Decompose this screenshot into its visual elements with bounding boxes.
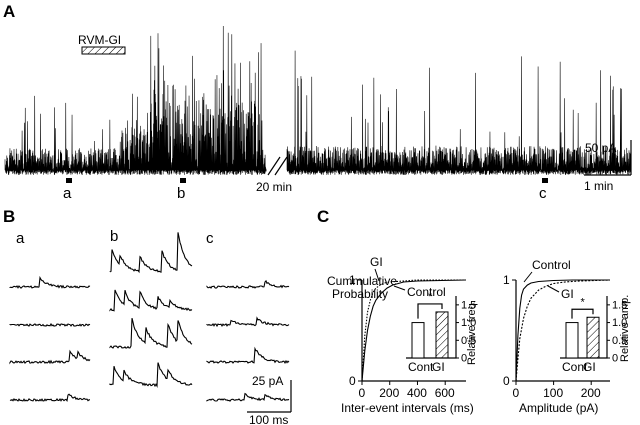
scale-bar-b-x-label: 100 ms: [249, 413, 288, 425]
chart1-inset-ylabel: Relative freq.: [466, 300, 478, 365]
chart2-series-gi: [515, 279, 611, 382]
x-tick-label: 0: [513, 386, 520, 400]
sweep-trace: [206, 392, 290, 402]
panel-label-a: A: [3, 2, 15, 21]
chart1-arrow-gi: [374, 268, 380, 282]
cumulative-chart-intervals: 0 1 0 200 400 600 GI Control Inter-event inte…: [341, 255, 478, 415]
x-tick-label: 400: [407, 386, 427, 400]
marker-a-label: a: [63, 185, 72, 202]
column-label-c: c: [206, 230, 214, 247]
chart1-series-control: [361, 279, 467, 382]
x-tick-label: 0: [359, 386, 366, 400]
x-tick-label: 100: [543, 386, 563, 400]
inset-bar-cont: [411, 322, 425, 359]
x-tick-label: 200: [379, 386, 399, 400]
y-tick-label: 0: [349, 374, 356, 388]
y-tick-label: 1: [503, 273, 510, 287]
significance-bracket: [571, 308, 594, 319]
sweep-trace: [206, 279, 290, 289]
inset-y-tick-label: 0: [612, 353, 618, 365]
time-break-mark: [267, 156, 288, 176]
sweep-trace: [9, 393, 90, 403]
sweep-trace: [9, 349, 91, 365]
significance-mark: *: [581, 296, 586, 308]
inset-y-tick-label: 0: [461, 353, 467, 365]
marker-b-label: b: [177, 185, 185, 202]
sweep-trace: [109, 232, 193, 274]
scale-bar-a: [584, 140, 632, 176]
chart2-series-control: [515, 279, 610, 382]
chart1-series-gi: [361, 279, 466, 382]
y-tick-label: 1: [349, 273, 356, 287]
inset-y-tick-label: 0.5: [461, 335, 476, 347]
stimulus-label: RVM-GI: [78, 33, 121, 47]
inset-y-tick-label: 1.5: [461, 299, 476, 311]
inset-y-tick-label: 1.0: [612, 317, 627, 329]
chart2-ticks: 0 1 0 100 200: [503, 273, 601, 400]
x-tick-label: 200: [581, 386, 601, 400]
y-tick-label: 0: [503, 374, 510, 388]
sweep-trace: [206, 346, 290, 365]
chart2-arrow-control: [523, 271, 533, 283]
scale-bar-a-y-label: 50 pA: [585, 141, 616, 155]
inset-category-label: Cont: [408, 360, 434, 374]
continuous-recording: [4, 25, 632, 176]
significance-mark: *: [428, 291, 433, 303]
recording-trace-after-break: [286, 50, 632, 176]
marker-a-square: [66, 178, 72, 183]
column-label-b: b: [110, 228, 118, 245]
inset-category-label: GI: [432, 360, 445, 374]
marker-b-square: [180, 178, 186, 183]
stimulus-bar: [81, 46, 126, 55]
sweep-trace: [109, 317, 193, 349]
panel-label-b: B: [3, 207, 15, 226]
chart2-inset-ylabel: Relative amp.: [619, 295, 631, 362]
inset-category-label: GI: [583, 360, 596, 374]
inset-bar-gi: [435, 311, 449, 359]
sweep-traces: [9, 232, 290, 403]
chart1-annotation-gi: GI: [370, 255, 383, 269]
x-tick-label: 600: [435, 386, 455, 400]
chart1-arrow-control: [393, 285, 406, 291]
column-label-a: a: [16, 230, 25, 247]
marker-c-label: c: [539, 185, 547, 202]
scale-bar-b-y-label: 25 pA: [252, 374, 283, 388]
sweep-trace: [109, 362, 193, 388]
sweep-trace: [9, 275, 91, 289]
significance-bracket: [417, 303, 443, 319]
scale-bar-a-x-label: 1 min: [584, 179, 613, 193]
panel-label-c: C: [317, 207, 329, 226]
chart2-x-axis-label: Amplitude (pA): [519, 401, 598, 415]
chart2-annotation-control: Control: [532, 258, 571, 272]
sweep-trace: [109, 289, 193, 312]
break-duration-label: 20 min: [256, 180, 292, 194]
inset-bar-gi: [586, 316, 600, 359]
inset-bar-cont: [565, 322, 579, 359]
chart1-ticks: 0 1 0 200 400 600: [349, 273, 455, 400]
recording-trace-before-break: [4, 25, 267, 176]
inset-y-tick-label: 0.5: [612, 335, 627, 347]
chart2-arrow-gi: [547, 285, 560, 293]
chart1-annotation-control: Control: [407, 285, 446, 299]
inset-category-label: Cont: [562, 360, 588, 374]
sweep-trace: [9, 322, 91, 327]
scale-bar-b: [247, 380, 292, 413]
chart2-annotation-gi: GI: [561, 287, 574, 301]
cumulative-chart-amplitude: 0 1 0 100 200 Control GI Amplitude (pA) 0 0.5…: [503, 258, 631, 415]
inset-y-tick-label: 1.0: [461, 317, 476, 329]
chart1-x-axis-label: Inter-event intervals (ms): [341, 401, 474, 415]
marker-c-square: [542, 178, 548, 183]
inset-y-tick-label: 1.5: [612, 299, 627, 311]
sweep-trace: [206, 316, 290, 328]
